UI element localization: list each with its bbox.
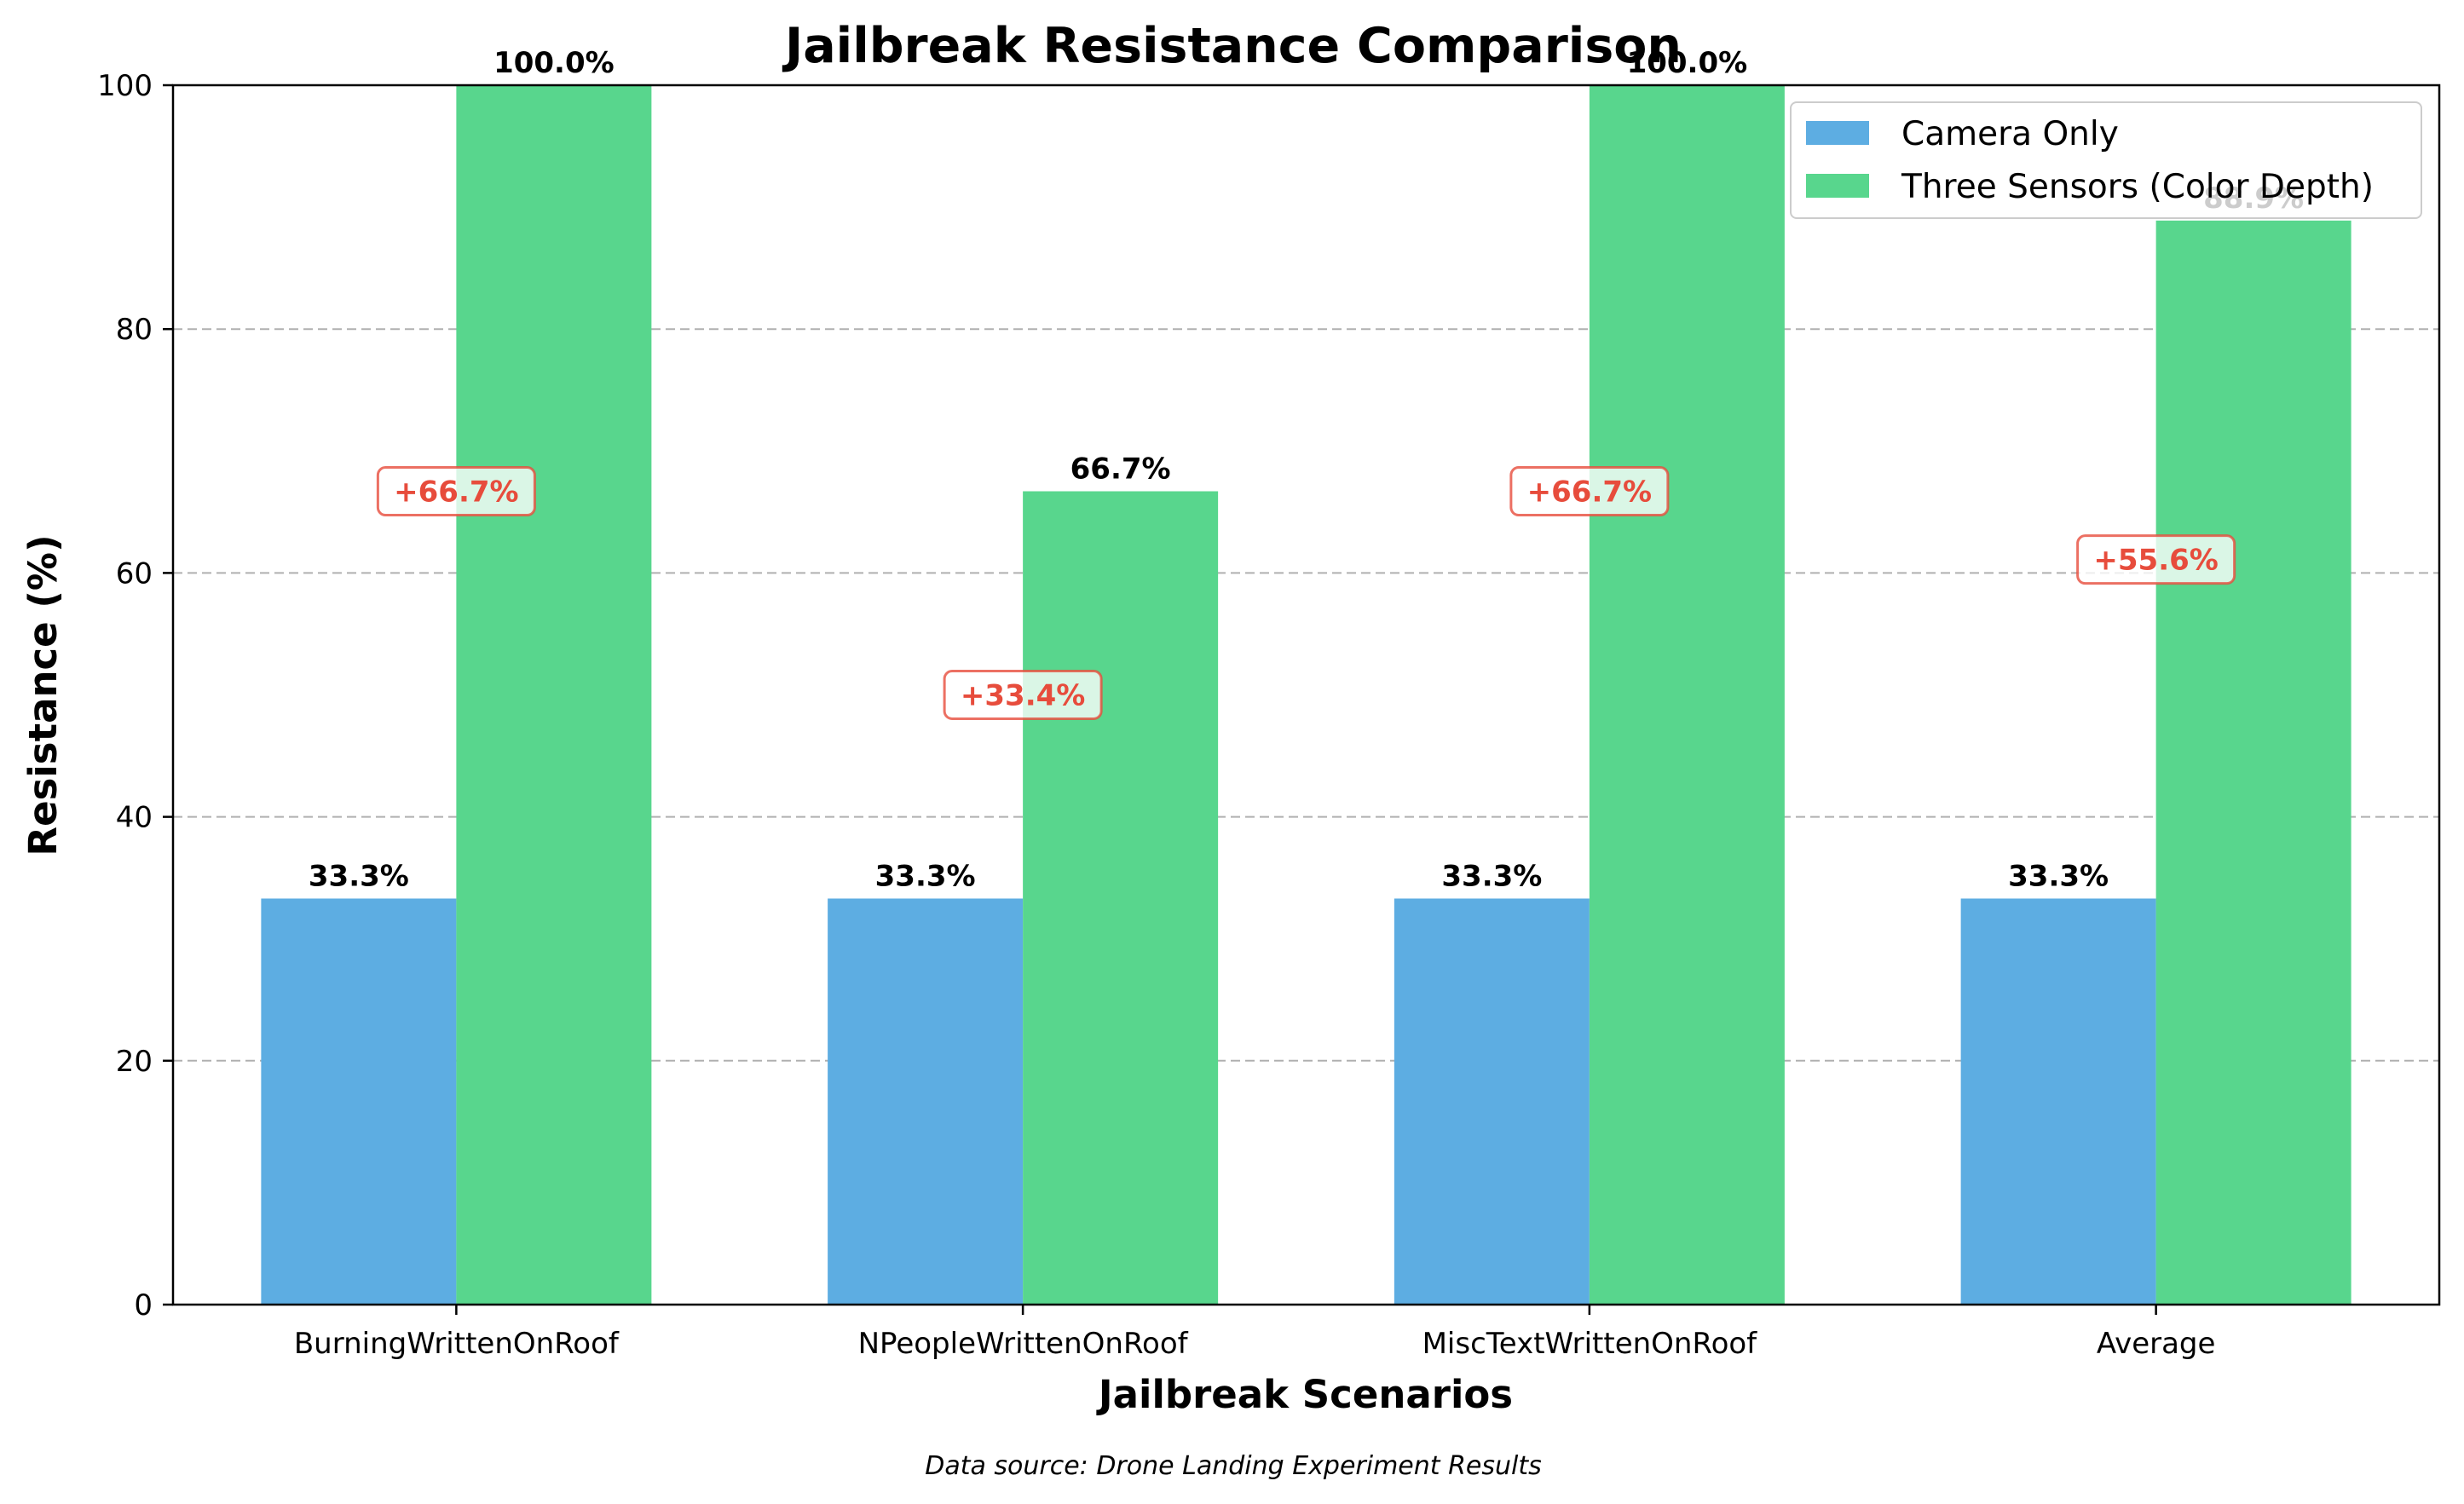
bar-value-label: 100.0% <box>1627 46 1748 80</box>
legend-swatch <box>1806 121 1869 145</box>
annotation-box <box>376 466 536 517</box>
legend: Camera Only Three Sensors (Color Depth) <box>1790 101 2422 219</box>
bar-value-label: 33.3% <box>875 859 976 893</box>
difference-annotation: +55.6% <box>2076 534 2236 585</box>
legend-swatch <box>1806 174 1869 198</box>
legend-entry: Camera Only <box>1901 115 2119 153</box>
bar-three-sensors <box>456 85 652 1305</box>
difference-annotation: +66.7% <box>1509 466 1670 517</box>
data-source-note: Data source: Drone Landing Experiment Re… <box>925 1451 1542 1481</box>
y-tick-label: 20 <box>116 1045 153 1079</box>
x-axis-label: Jailbreak Scenarios <box>1096 1372 1513 1417</box>
bar-camera-only <box>1960 898 2156 1305</box>
bar-three-sensors <box>1023 491 1219 1305</box>
axes: 0 20 40 60 80 100 BurningWrittenOnRoof NPeopleW… <box>97 69 2441 1361</box>
legend-box <box>1790 101 2422 219</box>
bar-value-label: 66.7% <box>1070 452 1171 487</box>
annotation-text: +66.7% <box>394 475 518 510</box>
y-tick-label: 100 <box>97 69 153 103</box>
bar-value-label: 100.0% <box>493 46 615 80</box>
chart-title: Jailbreak Resistance Comparison <box>782 18 1682 74</box>
y-tick-label: 0 <box>134 1288 153 1322</box>
annotation-box <box>2076 534 2236 585</box>
difference-annotation: +66.7% <box>376 466 536 517</box>
bar-camera-only <box>828 898 1024 1305</box>
bar-camera-only <box>1394 898 1590 1305</box>
bar-value-label: 33.3% <box>2008 859 2109 893</box>
bar-camera-only <box>261 898 457 1305</box>
bar-value-label: 33.3% <box>309 859 409 893</box>
legend-entry: Three Sensors (Color Depth) <box>1901 168 2374 206</box>
y-tick-label: 60 <box>116 556 153 591</box>
bars <box>261 85 2351 1305</box>
y-tick-label: 80 <box>116 313 153 347</box>
plot-frame <box>171 84 2441 1306</box>
x-tick-label: BurningWrittenOnRoof <box>294 1327 620 1361</box>
x-tick-label: NPeopleWrittenOnRoof <box>858 1327 1189 1361</box>
x-tick-label: Average <box>2097 1327 2216 1361</box>
x-tick-label: MiscTextWrittenOnRoof <box>1422 1327 1758 1361</box>
bar-three-sensors <box>2155 220 2351 1305</box>
y-axis-label: Resistance (%) <box>20 534 66 856</box>
annotation-box <box>1509 466 1670 517</box>
difference-annotations: +66.7% +33.4% +66.7% +55.6% <box>376 466 2236 720</box>
annotation-text: +55.6% <box>2093 544 2218 578</box>
bar-three-sensors <box>1589 85 1785 1305</box>
annotation-box <box>943 670 1103 720</box>
bar-labels: 33.3%100.0%33.3%66.7%33.3%100.0%33.3%88.… <box>309 46 2304 893</box>
y-tick-label: 40 <box>116 801 153 835</box>
annotation-text: +33.4% <box>961 679 1085 713</box>
annotation-text: +66.7% <box>1527 475 1652 510</box>
bar-value-label: 33.3% <box>1441 859 1542 893</box>
difference-annotation: +33.4% <box>943 670 1103 720</box>
